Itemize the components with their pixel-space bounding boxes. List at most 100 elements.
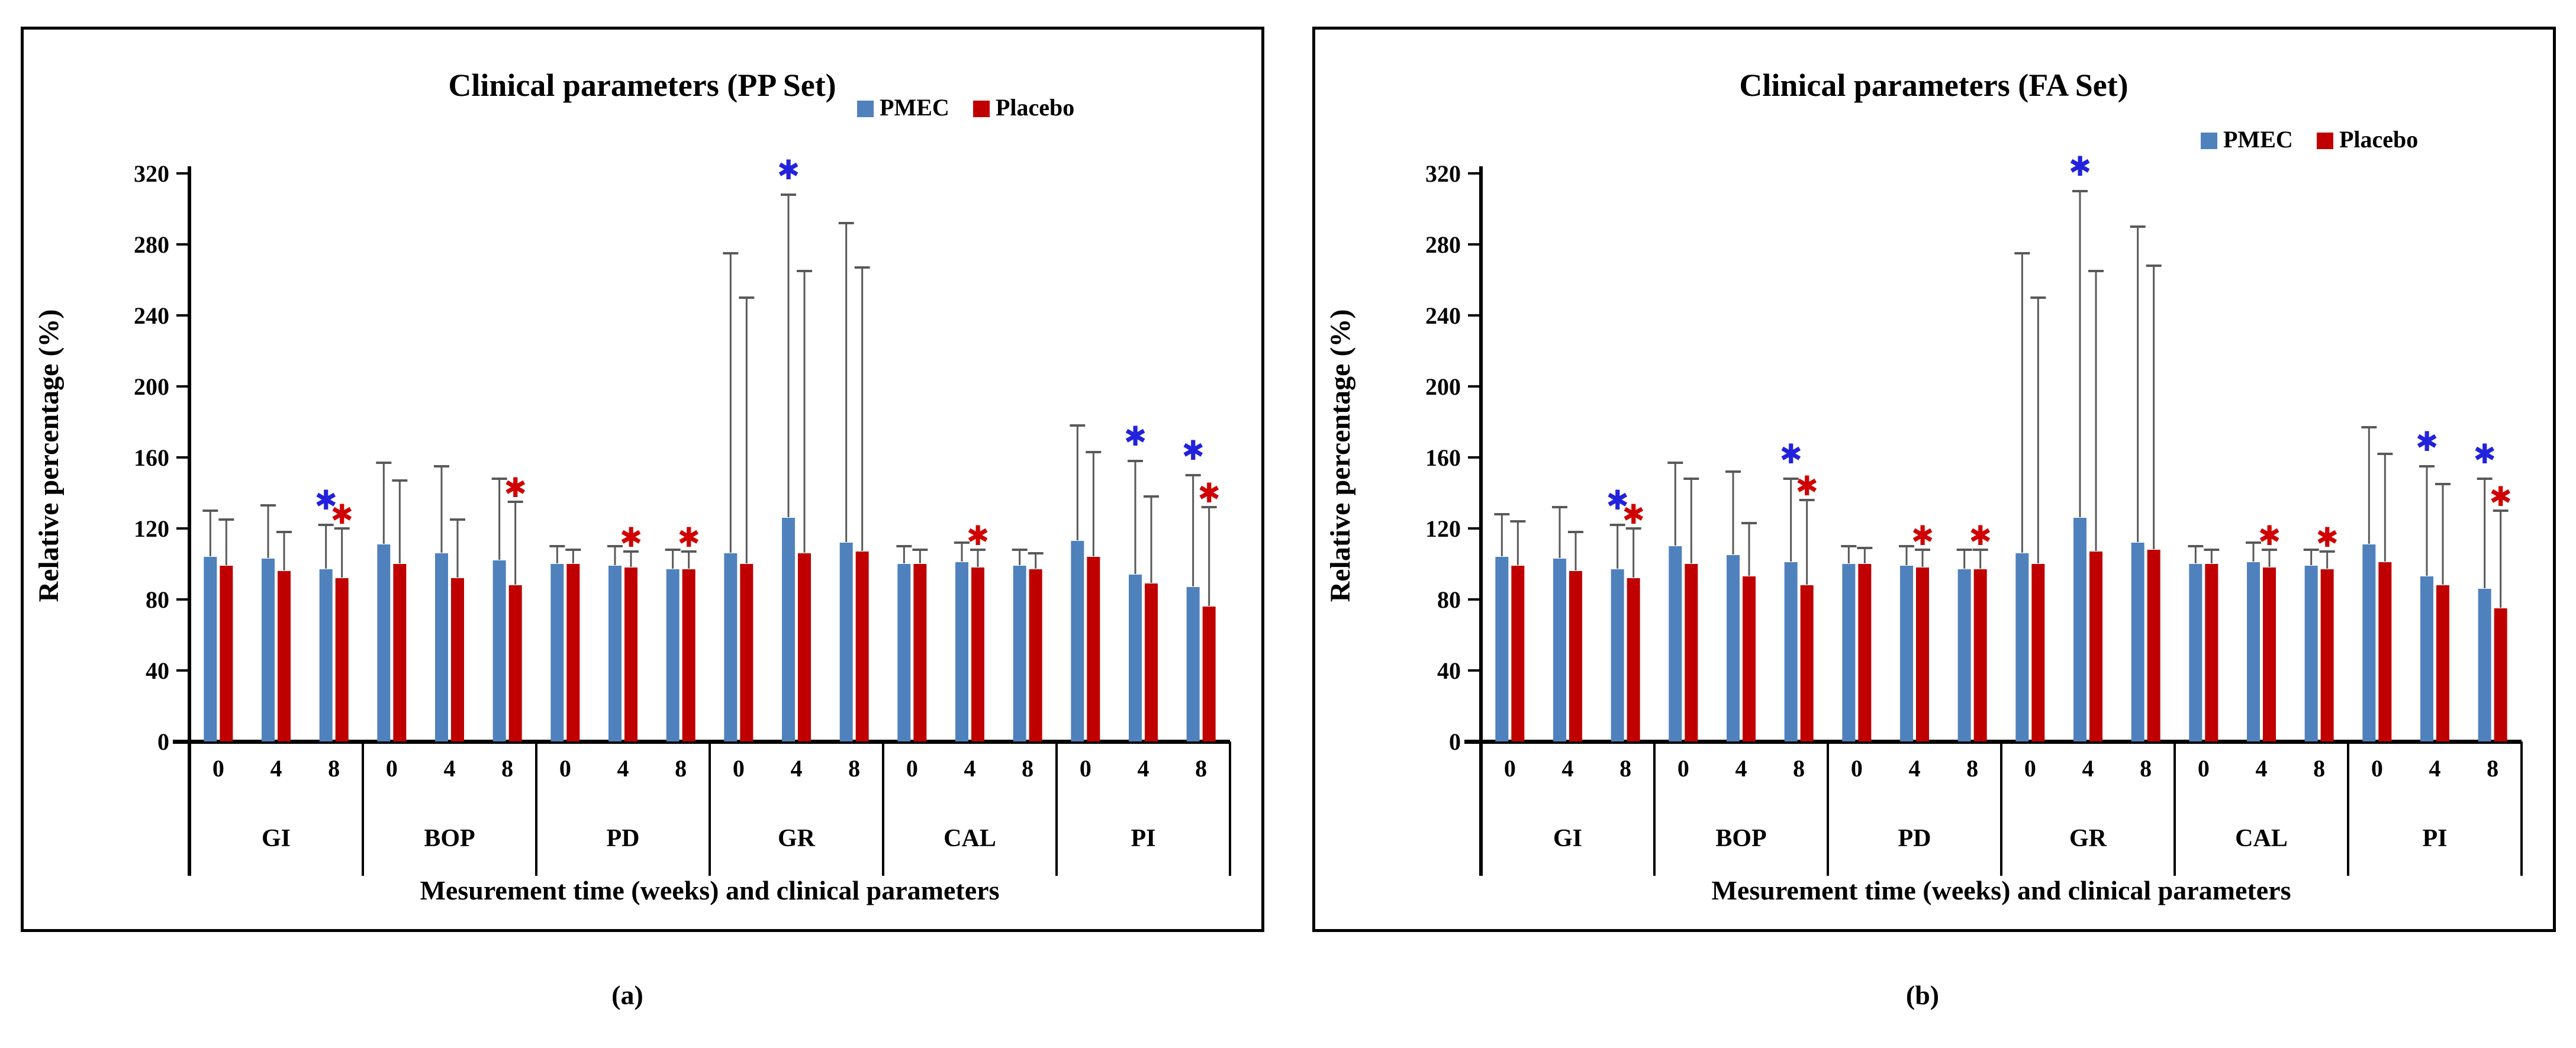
group-label: GI — [262, 825, 291, 852]
bar-placebo — [971, 567, 984, 741]
time-label: 0 — [212, 755, 224, 782]
group-label: BOP — [1715, 825, 1766, 852]
time-label: 8 — [2313, 755, 2325, 782]
y-axis-line — [1479, 166, 1483, 876]
bar-pmec — [1727, 555, 1740, 741]
y-tick-label: 160 — [134, 444, 169, 471]
bar-placebo — [798, 553, 811, 741]
time-label: 0 — [733, 755, 745, 782]
legend-label-pmec: PMEC — [880, 94, 949, 121]
y-tick-label: 320 — [1425, 160, 1461, 187]
bar-pmec — [1186, 587, 1200, 741]
time-label: 4 — [617, 755, 629, 782]
legend-swatch-pmec — [2201, 133, 2217, 149]
chart-panel-fa-set: Clinical parameters (FA Set) PMEC Placebo R… — [1312, 27, 2556, 932]
time-label: 4 — [2429, 755, 2441, 782]
bar-placebo — [624, 567, 637, 741]
bar-pmec — [724, 553, 738, 741]
bar-placebo — [220, 566, 233, 741]
legend-swatch-placebo — [2317, 133, 2333, 149]
group-label: GR — [778, 825, 816, 852]
group-separator — [362, 741, 364, 876]
y-tick-mark — [176, 669, 189, 672]
time-label: 8 — [1195, 755, 1207, 782]
bar-pmec — [1842, 564, 1856, 741]
y-axis-title: Relative percentage (%) — [1325, 309, 1356, 602]
bar-pmec — [897, 564, 911, 741]
time-label: 0 — [2024, 755, 2036, 782]
significance-asterisk: ✱ — [314, 484, 337, 516]
bar-pmec — [204, 557, 217, 741]
time-label: 0 — [559, 755, 571, 782]
legend-swatch-pmec — [857, 101, 874, 117]
group-separator — [535, 741, 537, 876]
y-tick-mark — [176, 243, 189, 246]
bar-placebo — [451, 578, 464, 741]
group-separator — [1055, 741, 1058, 876]
bar-placebo — [1145, 583, 1158, 741]
bar-placebo — [1202, 607, 1216, 741]
y-tick-label: 200 — [134, 373, 169, 400]
significance-asterisk: ✱ — [2489, 481, 2512, 512]
significance-asterisk: ✱ — [504, 472, 527, 504]
y-tick-label: 240 — [1425, 302, 1461, 329]
significance-asterisk: ✱ — [777, 154, 800, 186]
group-separator — [2520, 741, 2523, 876]
bar-pmec — [1129, 575, 1142, 741]
significance-asterisk: ✱ — [2069, 150, 2092, 182]
bar-placebo — [2089, 552, 2102, 741]
bar-pmec — [955, 562, 968, 741]
bar-placebo — [393, 564, 407, 741]
time-label: 8 — [848, 755, 860, 782]
significance-asterisk: ✱ — [1911, 520, 1934, 552]
time-label: 0 — [386, 755, 398, 782]
bar-pmec — [2362, 544, 2376, 741]
time-label: 8 — [328, 755, 340, 782]
x-axis-title: Mesurement time (weeks) and clinical par… — [420, 875, 1000, 905]
bar-placebo — [1916, 567, 1929, 741]
subfigure-label-b: (b) — [1905, 980, 1940, 1010]
bar-pmec — [492, 560, 506, 741]
time-label: 8 — [1966, 755, 1978, 782]
bar-placebo — [1511, 566, 1525, 741]
significance-asterisk: ✱ — [2473, 438, 2496, 470]
bar-pmec — [1013, 566, 1026, 741]
time-label: 0 — [1504, 755, 1516, 782]
group-separator — [1653, 741, 1656, 876]
significance-asterisk: ✱ — [2316, 521, 2339, 553]
bar-placebo — [1800, 585, 1814, 741]
group-label: PD — [607, 825, 640, 852]
bar-pmec — [2189, 564, 2203, 741]
y-tick-mark — [176, 598, 189, 601]
bar-pmec — [839, 543, 853, 741]
time-label: 0 — [906, 755, 918, 782]
bar-pmec — [1495, 557, 1509, 741]
time-label: 0 — [1677, 755, 1689, 782]
group-label: GR — [2069, 825, 2107, 852]
y-tick-mark — [1468, 598, 1481, 601]
significance-asterisk: ✱ — [620, 521, 643, 553]
bar-placebo — [1087, 557, 1100, 741]
group-label: PI — [2423, 825, 2448, 852]
y-tick-label: 120 — [134, 515, 169, 542]
bar-placebo — [740, 564, 754, 741]
group-separator — [882, 741, 884, 876]
time-label: 0 — [1080, 755, 1091, 782]
significance-asterisk: ✱ — [1124, 420, 1147, 452]
significance-asterisk: ✱ — [2258, 520, 2281, 552]
group-label: PI — [1131, 825, 1156, 852]
group-separator — [2347, 741, 2349, 876]
group-separator — [1827, 741, 1829, 876]
bar-pmec — [782, 518, 795, 741]
bar-pmec — [2073, 518, 2086, 741]
bar-placebo — [913, 564, 927, 741]
bar-placebo — [278, 571, 291, 741]
bar-pmec — [2420, 576, 2433, 741]
bar-placebo — [335, 578, 349, 741]
time-label: 8 — [501, 755, 513, 782]
y-tick-mark — [1468, 669, 1481, 672]
time-label: 4 — [444, 755, 456, 782]
y-tick-label: 120 — [1425, 515, 1461, 542]
bar-placebo — [1627, 578, 1640, 741]
